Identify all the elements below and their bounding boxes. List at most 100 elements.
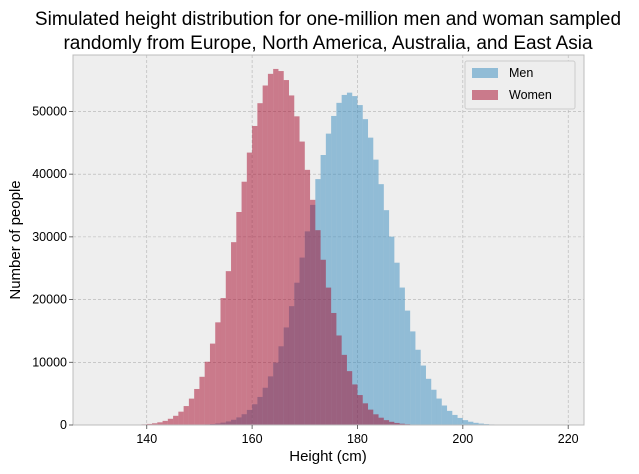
x-tick-label: 140	[136, 432, 157, 446]
bar-women	[246, 152, 253, 425]
bar-women	[236, 211, 242, 425]
bar-men	[410, 331, 416, 425]
bar-women	[294, 116, 300, 425]
axis-ticks: 140 160 180 200 220 0 10000 20000 30000 40000 5000…	[32, 104, 578, 446]
bar-women	[357, 395, 363, 425]
bar-women	[157, 422, 163, 425]
bar-men	[352, 96, 358, 426]
y-tick-label: 50000	[32, 104, 67, 118]
bar-men	[368, 137, 374, 425]
bar-men	[436, 398, 442, 425]
bar-women	[288, 95, 295, 425]
bar-men	[452, 414, 458, 425]
bar-men	[404, 310, 411, 425]
bar-men	[399, 287, 405, 425]
bar-women	[320, 259, 326, 425]
bar-men	[420, 365, 426, 425]
chart-title-line-1: Simulated height distribution for one-mi…	[35, 9, 621, 30]
bar-women	[352, 384, 358, 425]
bar-women	[173, 415, 179, 425]
bar-men	[373, 159, 379, 425]
bar-women	[373, 414, 379, 425]
bar-women	[152, 423, 158, 425]
x-axis-label: Height (cm)	[289, 448, 367, 465]
bar-women	[394, 422, 400, 425]
bar-men	[473, 422, 479, 425]
legend: Men Women	[464, 60, 576, 110]
bar-women	[336, 335, 342, 425]
bar-women	[310, 199, 316, 425]
bar-men	[457, 417, 463, 425]
bar-men	[441, 405, 448, 425]
bar-women	[278, 71, 284, 426]
bar-women	[146, 423, 153, 425]
bar-women	[362, 403, 369, 425]
histogram-bars	[125, 68, 511, 426]
bar-women	[167, 418, 174, 425]
bar-women	[241, 181, 247, 425]
bar-men	[394, 262, 400, 425]
bar-women	[204, 361, 210, 425]
legend-swatch-women	[472, 90, 498, 100]
bar-men	[431, 389, 437, 425]
y-tick-label: 10000	[32, 355, 67, 369]
bar-women	[399, 423, 405, 425]
x-tick-label: 220	[558, 432, 579, 446]
bar-men	[378, 184, 384, 425]
bar-women	[225, 271, 232, 425]
bar-women	[346, 371, 353, 425]
legend-label-men: Men	[509, 66, 533, 80]
bar-men	[341, 94, 347, 425]
x-tick-label: 200	[452, 432, 473, 446]
bar-women	[304, 169, 311, 425]
bar-women	[283, 80, 289, 425]
bar-men	[325, 133, 332, 426]
bar-women	[178, 411, 184, 425]
bar-women	[209, 343, 216, 425]
bar-men	[331, 115, 337, 425]
bar-women	[315, 230, 321, 425]
bar-men	[389, 236, 395, 425]
bar-women	[262, 85, 268, 425]
y-axis-label: Number of people	[7, 180, 24, 299]
bar-women	[325, 287, 332, 425]
bar-men	[362, 119, 369, 425]
x-tick-label: 180	[347, 432, 368, 446]
y-tick-label: 40000	[32, 167, 67, 181]
bar-women	[273, 68, 279, 426]
bar-women	[389, 421, 395, 425]
bar-women	[220, 298, 226, 425]
legend-label-women: Women	[509, 88, 552, 102]
bar-women	[368, 409, 374, 425]
bar-women	[383, 420, 390, 425]
bar-men	[468, 421, 474, 425]
bar-men	[336, 102, 342, 426]
bar-women	[267, 73, 274, 426]
x-tick-label: 160	[242, 432, 263, 446]
bar-women	[231, 242, 237, 425]
bar-women	[257, 103, 263, 425]
plot-frame	[72, 54, 585, 426]
bar-women	[183, 406, 189, 425]
bar-men	[357, 105, 363, 425]
chart-title-line-2: randomly from Europe, North America, Aus…	[63, 33, 593, 54]
bar-men	[478, 423, 484, 425]
bar-women	[162, 420, 168, 425]
bar-women	[341, 354, 347, 425]
bar-men	[447, 410, 453, 425]
bar-men	[346, 92, 353, 426]
legend-swatch-men	[472, 68, 498, 78]
bar-men	[415, 349, 421, 425]
bar-women	[378, 417, 384, 425]
series-women	[125, 68, 432, 426]
bar-men	[462, 420, 469, 425]
y-tick-label: 20000	[32, 293, 67, 307]
bar-women	[299, 141, 305, 425]
bar-women	[252, 125, 258, 426]
bar-women	[331, 312, 337, 425]
y-tick-label: 30000	[32, 230, 67, 244]
bar-men	[383, 210, 390, 425]
bar-men	[425, 378, 432, 425]
bar-women	[188, 398, 195, 425]
